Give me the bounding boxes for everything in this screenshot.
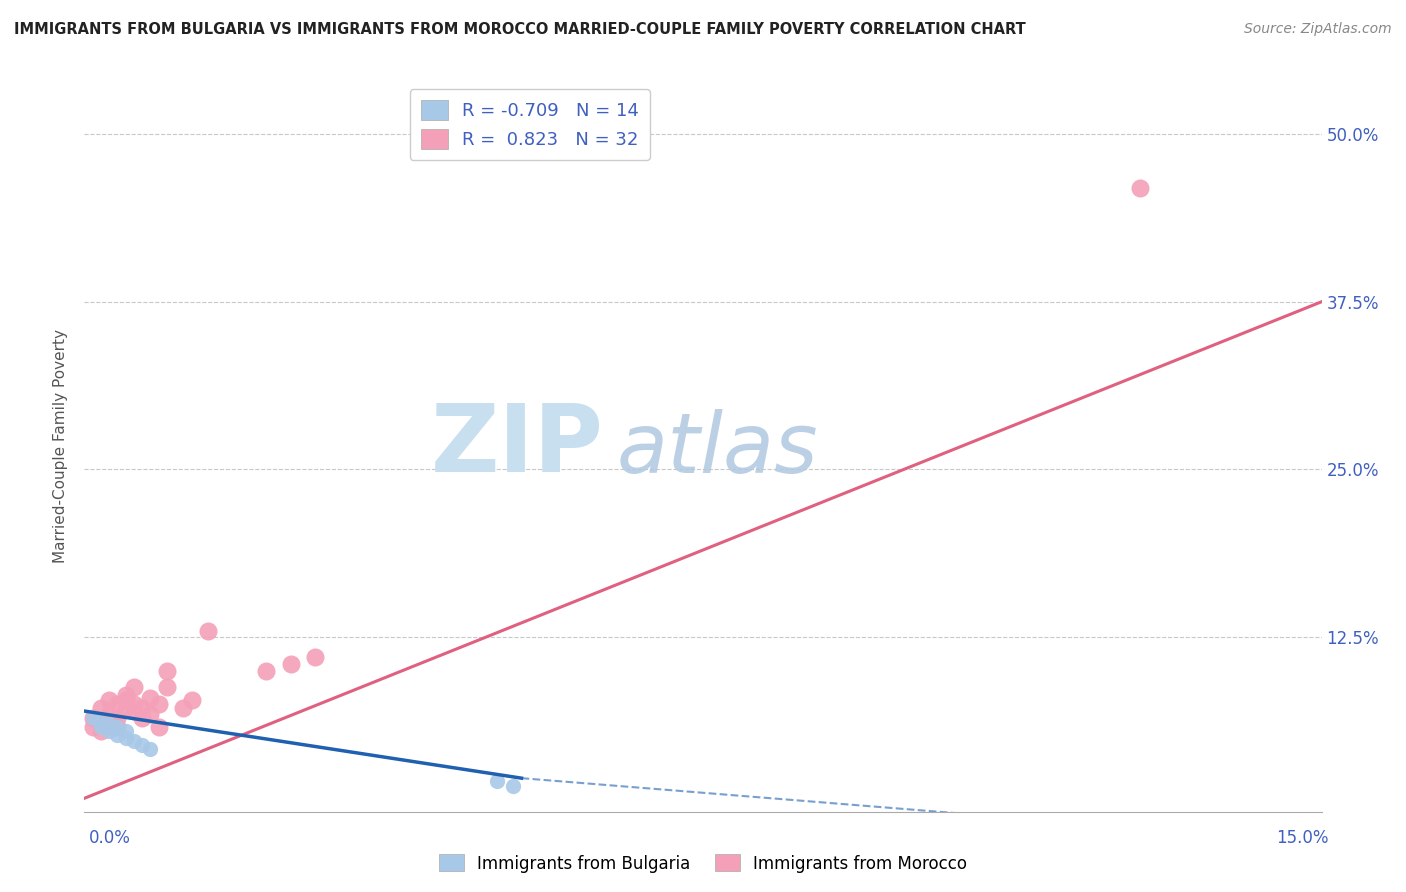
Text: 15.0%: 15.0%	[1277, 829, 1329, 847]
Text: ZIP: ZIP	[432, 400, 605, 492]
Y-axis label: Married-Couple Family Poverty: Married-Couple Family Poverty	[53, 329, 69, 563]
Text: IMMIGRANTS FROM BULGARIA VS IMMIGRANTS FROM MOROCCO MARRIED-COUPLE FAMILY POVERT: IMMIGRANTS FROM BULGARIA VS IMMIGRANTS F…	[14, 22, 1026, 37]
Text: 0.0%: 0.0%	[89, 829, 131, 847]
Text: Source: ZipAtlas.com: Source: ZipAtlas.com	[1244, 22, 1392, 37]
Legend: Immigrants from Bulgaria, Immigrants from Morocco: Immigrants from Bulgaria, Immigrants fro…	[432, 847, 974, 880]
Text: atlas: atlas	[616, 409, 818, 491]
Legend: R = -0.709   N = 14, R =  0.823   N = 32: R = -0.709 N = 14, R = 0.823 N = 32	[409, 89, 650, 160]
